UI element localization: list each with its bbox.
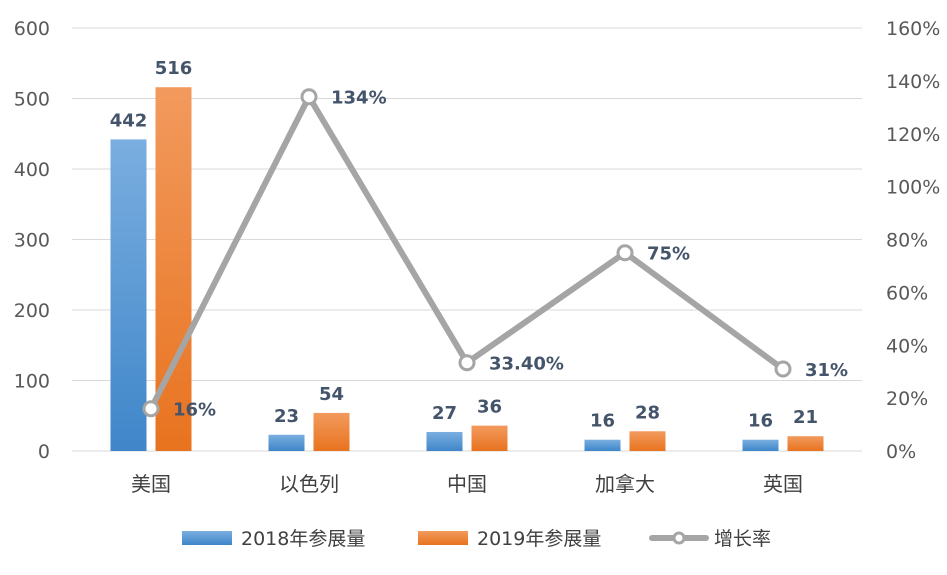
bar-data-label: 16 (748, 411, 773, 432)
bar-2018 (584, 439, 621, 451)
category-label: 中国 (447, 472, 487, 496)
growth-rate-point (300, 88, 318, 106)
legend-label-2019: 2019年参展量 (477, 528, 601, 550)
bar-2019 (313, 412, 350, 451)
growth-rate-point (616, 244, 634, 262)
legend-label-2018: 2018年参展量 (241, 528, 365, 550)
right-tick-label: 60% (886, 282, 928, 304)
bar-data-label: 442 (110, 110, 148, 131)
bar-2019 (155, 87, 192, 451)
bar-2018 (110, 139, 147, 451)
right-tick-label: 80% (886, 230, 928, 252)
bar-data-label: 27 (432, 403, 457, 424)
right-tick-label: 20% (886, 388, 928, 410)
bar-data-label: 516 (155, 58, 193, 79)
right-tick-label: 160% (886, 18, 940, 40)
left-tick-label: 600 (14, 18, 50, 40)
right-tick-label: 0% (886, 441, 916, 463)
category-label: 英国 (763, 472, 803, 496)
right-tick-label: 40% (886, 335, 928, 357)
left-tick-label: 400 (14, 159, 50, 181)
left-tick-label: 0 (38, 441, 50, 463)
bar-data-label: 21 (793, 407, 818, 428)
bar-data-label: 36 (477, 397, 502, 418)
bar-data-label: 28 (635, 402, 660, 423)
left-tick-label: 300 (14, 230, 50, 252)
right-axis: 0% 20% 40% 60% 80% 100% 120% 140% 160% (886, 18, 940, 463)
bar-2019 (471, 425, 508, 451)
right-tick-label: 120% (886, 124, 940, 146)
line-series (142, 88, 792, 418)
bar-data-label: 23 (274, 406, 299, 427)
growth-rate-point (774, 360, 792, 378)
legend-swatch-2018 (182, 531, 232, 545)
line-data-label: 75% (647, 244, 690, 265)
left-tick-label: 100 (14, 371, 50, 393)
legend-label-growth: 增长率 (714, 528, 771, 550)
line-data-label: 16% (173, 400, 216, 421)
category-label: 加拿大 (595, 472, 655, 496)
left-axis: 0 100 200 300 400 500 600 (14, 18, 50, 463)
left-tick-label: 500 (14, 89, 50, 111)
right-tick-label: 100% (886, 177, 940, 199)
line-data-label: 31% (805, 360, 848, 381)
category-label: 以色列 (279, 472, 339, 496)
bar-data-label: 54 (319, 384, 344, 405)
x-axis: 美国 以色列 中国 加拿大 英国 (131, 472, 803, 496)
category-label: 美国 (131, 472, 171, 496)
bar-2018 (426, 431, 463, 451)
legend-swatch-2019 (418, 531, 468, 545)
right-tick-label: 140% (886, 71, 940, 93)
line-data-label: 33.40% (489, 354, 564, 375)
bar-2018 (268, 434, 305, 451)
legend-marker-growth (672, 531, 686, 545)
left-tick-label: 200 (14, 300, 50, 322)
growth-rate-point (142, 400, 160, 418)
line-data-label: 134% (331, 88, 387, 109)
legend: 2018年参展量 2019年参展量 增长率 (182, 528, 771, 550)
bar-2019 (629, 431, 666, 451)
bar-series (110, 87, 824, 451)
growth-rate-point (458, 354, 476, 372)
bar-data-label: 16 (590, 411, 615, 432)
bar-2019 (787, 436, 824, 451)
data-labels: 442 23 27 16 16 516 54 36 28 21 16% 134% 33.40% 75% 31… (110, 58, 848, 432)
bar-2018 (742, 439, 779, 451)
